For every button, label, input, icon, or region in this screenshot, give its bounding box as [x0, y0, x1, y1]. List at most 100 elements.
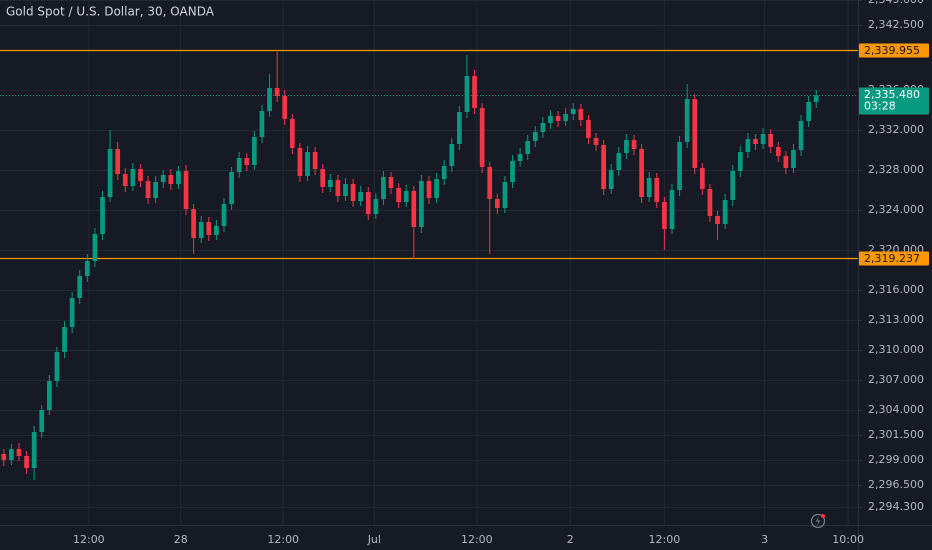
candle-body	[16, 449, 22, 456]
candle-body	[699, 168, 705, 189]
candle-body	[305, 152, 310, 176]
candle-body	[9, 449, 14, 460]
candle-body	[130, 169, 136, 186]
candle-body	[517, 154, 523, 161]
candle-body	[191, 209, 196, 238]
candle-body	[138, 169, 143, 181]
x-tick-label: 12:00	[649, 533, 681, 546]
candle-body	[47, 381, 52, 410]
level-label: 2,319.237	[864, 252, 920, 265]
level-label: 2,339.955	[864, 44, 920, 57]
axes: 2,345.0002,342.5002,336.0002,332.0002,32…	[73, 0, 924, 546]
candle-body	[441, 166, 447, 179]
candle-body	[214, 226, 219, 235]
candle-body	[479, 108, 485, 167]
candle-body	[502, 182, 508, 208]
candle-body	[388, 177, 394, 188]
candle-body	[760, 134, 766, 144]
candle-body	[768, 134, 774, 147]
candle-body	[601, 145, 606, 189]
candle-body	[434, 179, 439, 198]
candle-body	[1, 454, 7, 460]
candle-body	[259, 111, 265, 137]
chart-title: Gold Spot / U.S. Dollar, 30, OANDA	[6, 5, 215, 19]
candle-body	[84, 261, 90, 276]
icon-bolt	[815, 516, 821, 526]
candle-body	[540, 123, 546, 132]
y-tick-label: 2,342.500	[868, 18, 924, 31]
x-tick-label: 3	[761, 533, 768, 546]
y-tick-label: 2,324.000	[868, 203, 924, 216]
candle-body	[107, 149, 113, 197]
candle-body	[426, 181, 432, 198]
candle-body	[267, 88, 272, 111]
y-tick-label: 2,313.000	[868, 313, 924, 326]
candle-body	[555, 116, 561, 121]
candle-body	[593, 138, 599, 145]
candle-body	[145, 181, 151, 198]
candle-body	[737, 152, 743, 171]
last-price-label-bg	[859, 87, 929, 115]
candle-body	[327, 180, 333, 187]
candle-body	[289, 119, 295, 148]
candle-body	[396, 188, 401, 202]
candle-body	[358, 192, 364, 201]
icon-ring	[810, 513, 826, 529]
candle-body	[419, 181, 424, 227]
y-tick-label: 2,301.500	[868, 428, 924, 441]
candle-body	[365, 192, 371, 214]
candle-body	[813, 95, 819, 102]
candle-body	[662, 202, 667, 229]
candle-body	[297, 148, 303, 176]
grid	[0, 0, 858, 525]
candle-body	[775, 147, 781, 156]
candle-body	[449, 144, 455, 166]
candle-body	[252, 137, 257, 165]
candle-body	[92, 234, 98, 261]
candle-body	[570, 109, 576, 114]
candle-body	[183, 171, 189, 209]
candle-body	[153, 182, 159, 198]
y-tick-label: 2,316.000	[868, 283, 924, 296]
x-tick-label: 12:00	[73, 533, 105, 546]
candle-body	[487, 167, 493, 199]
candle-body	[39, 410, 45, 432]
replay-icon[interactable]	[810, 513, 826, 529]
level-label-bg	[859, 43, 929, 58]
icon-dot	[821, 514, 825, 518]
y-tick-label: 2,307.000	[868, 373, 924, 386]
candle-body	[335, 180, 341, 196]
candle-body	[631, 140, 637, 149]
candle-body	[654, 178, 660, 202]
candle-body	[616, 153, 622, 170]
candle-body	[753, 139, 758, 144]
x-tick-label: 2	[567, 533, 574, 546]
candle-body	[206, 222, 212, 235]
candles	[1, 51, 819, 480]
levels	[0, 49, 858, 260]
y-tick-label: 2,299.000	[868, 453, 924, 466]
candle-body	[69, 298, 75, 327]
candle-body	[229, 172, 234, 204]
candle-body	[274, 88, 280, 96]
y-tick-label: 2,345.000	[868, 0, 924, 6]
level-label-bg	[859, 251, 929, 266]
candle-body	[464, 76, 470, 112]
candle-body	[692, 99, 698, 168]
candle-body	[525, 141, 531, 154]
y-tick-label: 2,304.000	[868, 403, 924, 416]
candle-body	[198, 222, 204, 238]
candle-body	[244, 158, 250, 165]
candle-body	[100, 197, 105, 234]
x-tick-label: 12:00	[267, 533, 299, 546]
candle-body	[77, 276, 83, 298]
candle-body	[62, 327, 67, 352]
candle-body	[115, 149, 121, 174]
y-tick-label: 2,296.500	[868, 478, 924, 491]
candle-body	[373, 199, 379, 214]
candle-body	[677, 142, 682, 190]
candle-body	[350, 184, 356, 201]
candle-body	[320, 169, 326, 187]
candle-body	[176, 171, 181, 184]
